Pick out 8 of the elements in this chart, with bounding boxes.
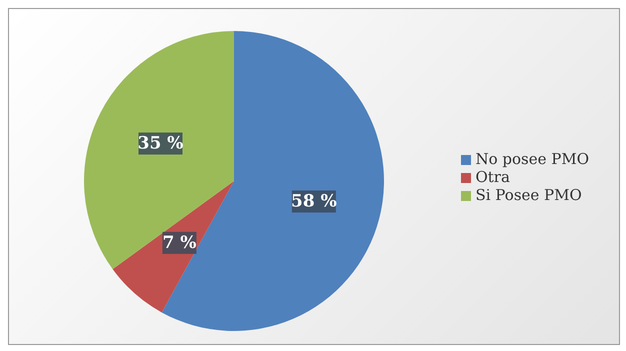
data-label: 35 % [138, 134, 184, 154]
legend-label: Si Posee PMO [475, 186, 582, 204]
legend-label: Otra [475, 168, 510, 186]
pie-slice [162, 31, 384, 331]
legend-label: No posee PMO [475, 150, 589, 168]
pie-slice [84, 31, 234, 270]
data-label: 7 % [162, 232, 196, 253]
data-label: 58 % [291, 192, 337, 212]
